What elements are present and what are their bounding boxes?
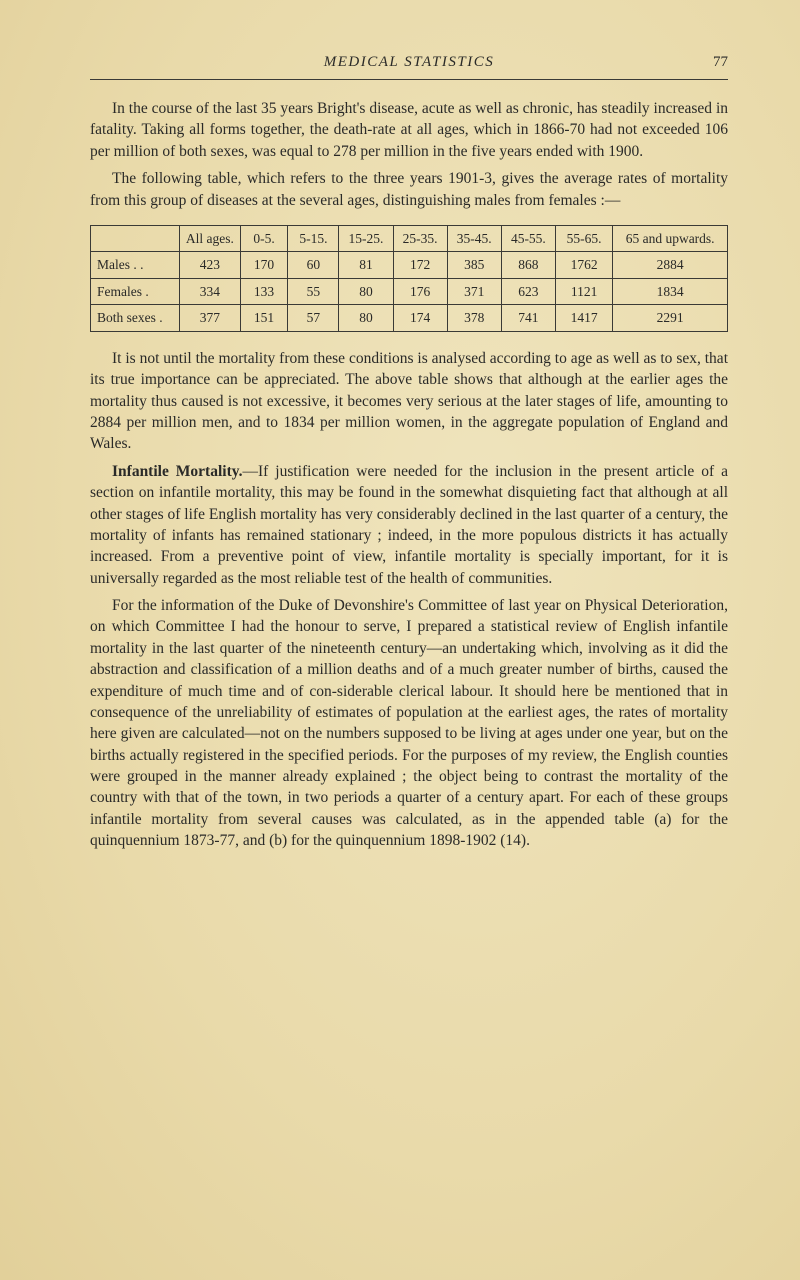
cell: 170 — [240, 252, 288, 279]
cell: 60 — [288, 252, 339, 279]
section-heading-infantile-mortality: Infantile Mortality. — [112, 463, 243, 480]
paragraph-2: The following table, which refers to the… — [90, 168, 728, 211]
cell: 133 — [240, 278, 288, 305]
col-blank — [91, 225, 180, 252]
cell: 1121 — [555, 278, 612, 305]
col-0-5: 0-5. — [240, 225, 288, 252]
cell: 174 — [393, 305, 447, 332]
col-45-55: 45-55. — [501, 225, 555, 252]
col-15-25: 15-25. — [339, 225, 393, 252]
table-body: Males . . 423 170 60 81 172 385 868 1762… — [91, 252, 728, 332]
cell: 80 — [339, 305, 393, 332]
cell: 868 — [501, 252, 555, 279]
cell: 1417 — [555, 305, 612, 332]
mortality-table: All ages. 0-5. 5-15. 15-25. 25-35. 35-45… — [90, 225, 728, 332]
row-label-both: Both sexes . — [91, 305, 180, 332]
cell: 1834 — [613, 278, 728, 305]
col-35-45: 35-45. — [447, 225, 501, 252]
paragraph-4-body: —If justification were needed for the in… — [90, 463, 728, 587]
cell: 80 — [339, 278, 393, 305]
cell: 423 — [180, 252, 241, 279]
col-25-35: 25-35. — [393, 225, 447, 252]
paragraph-1: In the course of the last 35 years Brigh… — [90, 98, 728, 162]
paragraph-3: It is not until the mortality from these… — [90, 348, 728, 455]
table-row: Both sexes . 377 151 57 80 174 378 741 1… — [91, 305, 728, 332]
cell: 151 — [240, 305, 288, 332]
cell: 334 — [180, 278, 241, 305]
paragraph-5: For the information of the Duke of Devon… — [90, 595, 728, 852]
table-row: Males . . 423 170 60 81 172 385 868 1762… — [91, 252, 728, 279]
cell: 385 — [447, 252, 501, 279]
cell: 623 — [501, 278, 555, 305]
cell: 2291 — [613, 305, 728, 332]
table-header-row: All ages. 0-5. 5-15. 15-25. 25-35. 35-45… — [91, 225, 728, 252]
cell: 371 — [447, 278, 501, 305]
header-rule — [90, 79, 728, 80]
cell: 378 — [447, 305, 501, 332]
cell: 1762 — [555, 252, 612, 279]
cell: 57 — [288, 305, 339, 332]
col-allages: All ages. — [180, 225, 241, 252]
running-title: MEDICAL STATISTICS — [324, 54, 495, 71]
table-row: Females . 334 133 55 80 176 371 623 1121… — [91, 278, 728, 305]
cell: 172 — [393, 252, 447, 279]
page: MEDICAL STATISTICS 77 In the course of t… — [0, 0, 800, 1280]
col-5-15: 5-15. — [288, 225, 339, 252]
col-55-65: 55-65. — [555, 225, 612, 252]
table-head: All ages. 0-5. 5-15. 15-25. 25-35. 35-45… — [91, 225, 728, 252]
page-number: 77 — [713, 54, 728, 71]
row-label-males: Males . . — [91, 252, 180, 279]
cell: 2884 — [613, 252, 728, 279]
paragraph-4: Infantile Mortality.—If justification we… — [90, 461, 728, 589]
cell: 741 — [501, 305, 555, 332]
cell: 81 — [339, 252, 393, 279]
cell: 176 — [393, 278, 447, 305]
col-65-up: 65 and upwards. — [613, 225, 728, 252]
page-header: MEDICAL STATISTICS 77 — [90, 54, 728, 77]
cell: 377 — [180, 305, 241, 332]
row-label-females: Females . — [91, 278, 180, 305]
cell: 55 — [288, 278, 339, 305]
